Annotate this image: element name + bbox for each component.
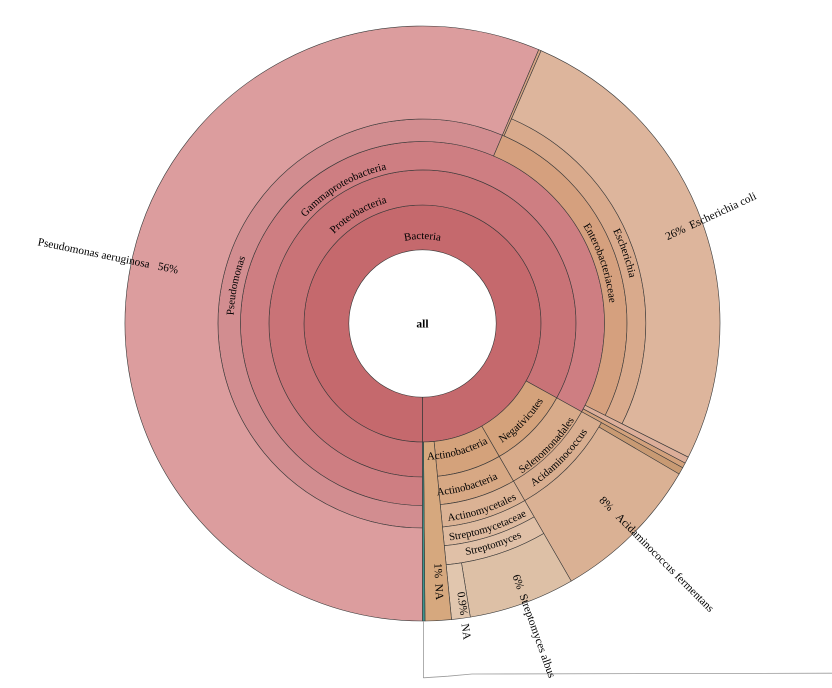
svg-text:all: all: [416, 319, 428, 331]
svg-text:1% NA: 1% NA: [431, 563, 445, 601]
svg-text:Bacteria: Bacteria: [403, 230, 442, 244]
